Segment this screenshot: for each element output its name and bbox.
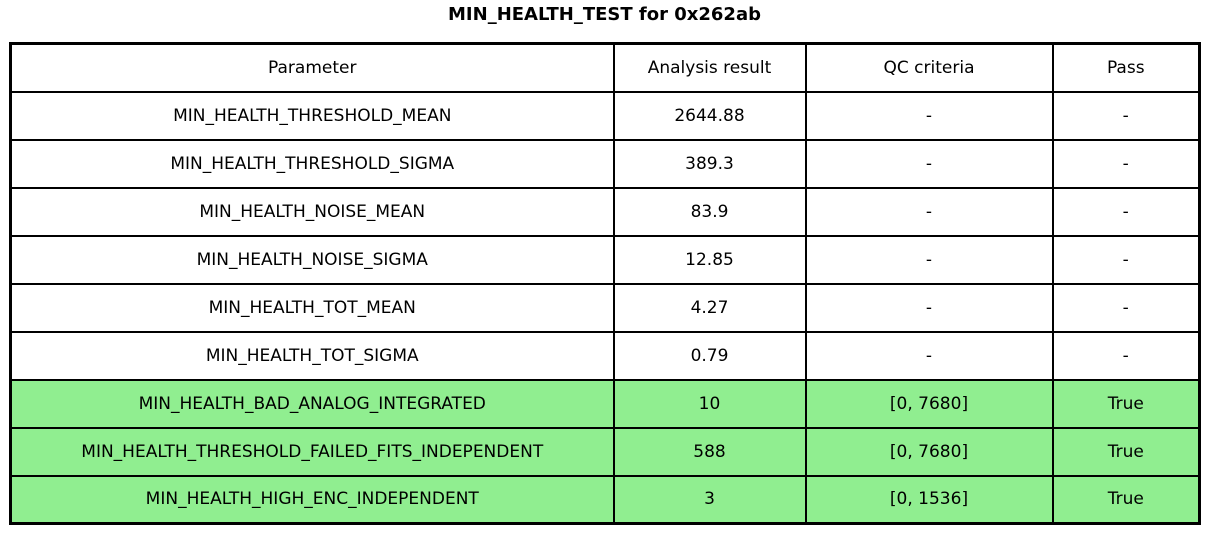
cell-analysis-result: 4.27 bbox=[612, 282, 807, 333]
cell-qc-criteria: - bbox=[804, 90, 1054, 141]
cell-qc-criteria: [0, 7680] bbox=[804, 426, 1054, 477]
chart-title: MIN_HEALTH_TEST for 0x262ab bbox=[448, 4, 761, 25]
cell-analysis-result: 12.85 bbox=[612, 234, 807, 285]
cell-parameter: MIN_HEALTH_NOISE_MEAN bbox=[9, 186, 615, 237]
cell-pass: - bbox=[1051, 186, 1201, 237]
cell-analysis-result: 2644.88 bbox=[612, 90, 807, 141]
column-header-analysis-result: Analysis result bbox=[612, 42, 807, 93]
table-row: MIN_HEALTH_NOISE_MEAN 83.9- - bbox=[9, 186, 1201, 237]
column-header-parameter: Parameter bbox=[9, 42, 615, 93]
table-header: Parameter Analysis result QC criteria Pa… bbox=[9, 42, 1201, 93]
table-row: MIN_HEALTH_THRESHOLD_MEAN 2644.88- - bbox=[9, 90, 1201, 141]
cell-qc-criteria: - bbox=[804, 138, 1054, 189]
cell-pass: - bbox=[1051, 138, 1201, 189]
cell-analysis-result: 83.9 bbox=[612, 186, 807, 237]
cell-analysis-result: 3 bbox=[612, 474, 807, 525]
cell-parameter: MIN_HEALTH_NOISE_SIGMA bbox=[9, 234, 615, 285]
cell-parameter: MIN_HEALTH_HIGH_ENC_INDEPENDENT bbox=[9, 474, 615, 525]
cell-parameter: MIN_HEALTH_THRESHOLD_FAILED_FITS_INDEPEN… bbox=[9, 426, 615, 477]
cell-parameter: MIN_HEALTH_BAD_ANALOG_INTEGRATED bbox=[9, 378, 615, 429]
cell-parameter: MIN_HEALTH_TOT_SIGMA bbox=[9, 330, 615, 381]
column-header-qc-criteria: QC criteria bbox=[804, 42, 1054, 93]
table-body: MIN_HEALTH_THRESHOLD_MEAN 2644.88- - MIN_HE… bbox=[9, 90, 1201, 525]
cell-pass: True bbox=[1051, 474, 1201, 525]
cell-pass: True bbox=[1051, 426, 1201, 477]
cell-parameter: MIN_HEALTH_TOT_MEAN bbox=[9, 282, 615, 333]
table-row: MIN_HEALTH_THRESHOLD_SIGMA 389.3- - bbox=[9, 138, 1201, 189]
table-row: MIN_HEALTH_HIGH_ENC_INDEPENDENT 3 [0, 1536… bbox=[9, 474, 1201, 525]
table-row: MIN_HEALTH_NOISE_SIGMA 12.85- - bbox=[9, 234, 1201, 285]
cell-analysis-result: 10 bbox=[612, 378, 807, 429]
cell-qc-criteria: - bbox=[804, 282, 1054, 333]
cell-qc-criteria: - bbox=[804, 330, 1054, 381]
column-header-pass: Pass bbox=[1051, 42, 1201, 93]
cell-pass: - bbox=[1051, 330, 1201, 381]
cell-analysis-result: 0.79 bbox=[612, 330, 807, 381]
table-row: MIN_HEALTH_THRESHOLD_FAILED_FITS_INDEPEN… bbox=[9, 426, 1201, 477]
cell-pass: - bbox=[1051, 234, 1201, 285]
cell-qc-criteria: - bbox=[804, 234, 1054, 285]
cell-pass: - bbox=[1051, 90, 1201, 141]
cell-analysis-result: 588 bbox=[612, 426, 807, 477]
cell-pass: - bbox=[1051, 282, 1201, 333]
cell-parameter: MIN_HEALTH_THRESHOLD_MEAN bbox=[9, 90, 615, 141]
cell-qc-criteria: [0, 1536] bbox=[804, 474, 1054, 525]
cell-parameter: MIN_HEALTH_THRESHOLD_SIGMA bbox=[9, 138, 615, 189]
cell-pass: True bbox=[1051, 378, 1201, 429]
table-row: MIN_HEALTH_BAD_ANALOG_INTEGRATED 10 [0, 76… bbox=[9, 378, 1201, 429]
table-row: MIN_HEALTH_TOT_SIGMA 0.79- - bbox=[9, 330, 1201, 381]
table-row: MIN_HEALTH_TOT_MEAN 4.27- - bbox=[9, 282, 1201, 333]
cell-qc-criteria: [0, 7680] bbox=[804, 378, 1054, 429]
cell-analysis-result: 389.3 bbox=[612, 138, 807, 189]
header-row: Parameter Analysis result QC criteria Pa… bbox=[9, 42, 1201, 93]
qc-results-table: Parameter Analysis result QC criteria Pa… bbox=[9, 42, 1201, 525]
cell-qc-criteria: - bbox=[804, 186, 1054, 237]
